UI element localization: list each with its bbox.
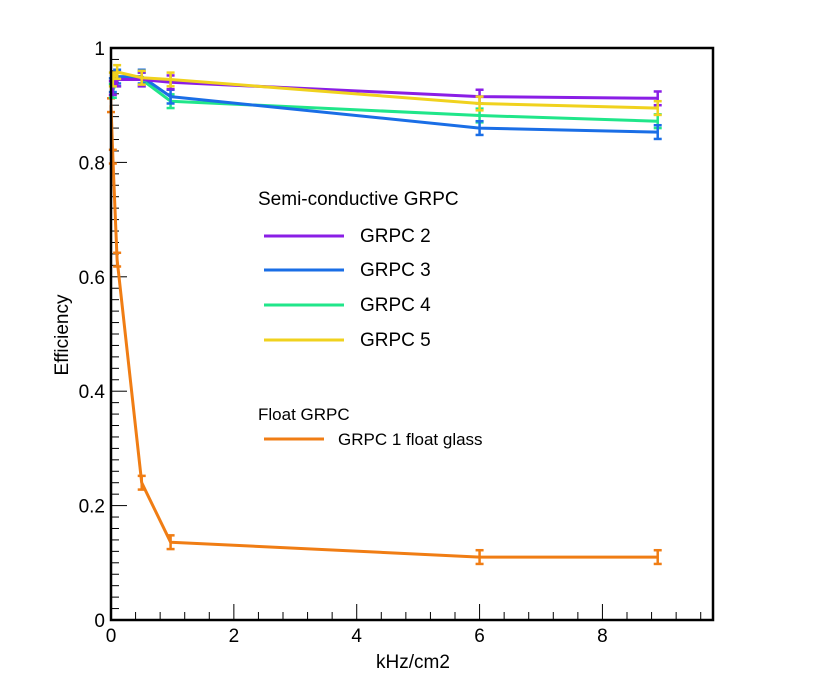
- x-tick-label: 6: [474, 626, 485, 647]
- legend-label-grpc3: GRPC 3: [360, 260, 431, 281]
- x-tick-label: 8: [597, 626, 608, 647]
- y-axis-label: Efficiency: [52, 294, 73, 375]
- tick-labels-layer: 0 2 4 6 8 0 0.2 0.4 0.6 0.8 1: [79, 39, 608, 647]
- plot-frame: [109, 46, 715, 622]
- y-tick-label: 0.6: [79, 268, 105, 289]
- x-tick-label: 2: [229, 626, 240, 647]
- x-tick-label: 0: [106, 626, 117, 647]
- y-tick-label: 1: [94, 39, 105, 60]
- series-grpc-5: [108, 63, 662, 117]
- series-grpc-1-float-glass: [107, 97, 662, 566]
- series-line: [111, 75, 658, 134]
- legend-label-grpc4: GRPC 4: [360, 295, 431, 316]
- legend-group-title-semi: Semi-conductive GRPC: [258, 189, 459, 210]
- y-tick-label: 0: [94, 611, 105, 632]
- legend-group-title-float: Float GRPC: [258, 405, 350, 424]
- legend-label-grpc5: GRPC 5: [360, 330, 431, 351]
- legend: Semi-conductive GRPC GRPC 2 GRPC 3 GRPC …: [258, 189, 483, 449]
- y-tick-label: 0.2: [79, 497, 105, 518]
- y-tick-label: 0.4: [79, 382, 106, 403]
- y-tick-label: 0.8: [79, 153, 105, 174]
- series-grpc-2: [108, 71, 662, 107]
- legend-label-grpc1: GRPC 1 float glass: [338, 430, 483, 449]
- legend-label-grpc2: GRPC 2: [360, 226, 431, 247]
- x-axis-label: kHz/cm2: [376, 652, 450, 673]
- x-tick-label: 4: [351, 626, 362, 647]
